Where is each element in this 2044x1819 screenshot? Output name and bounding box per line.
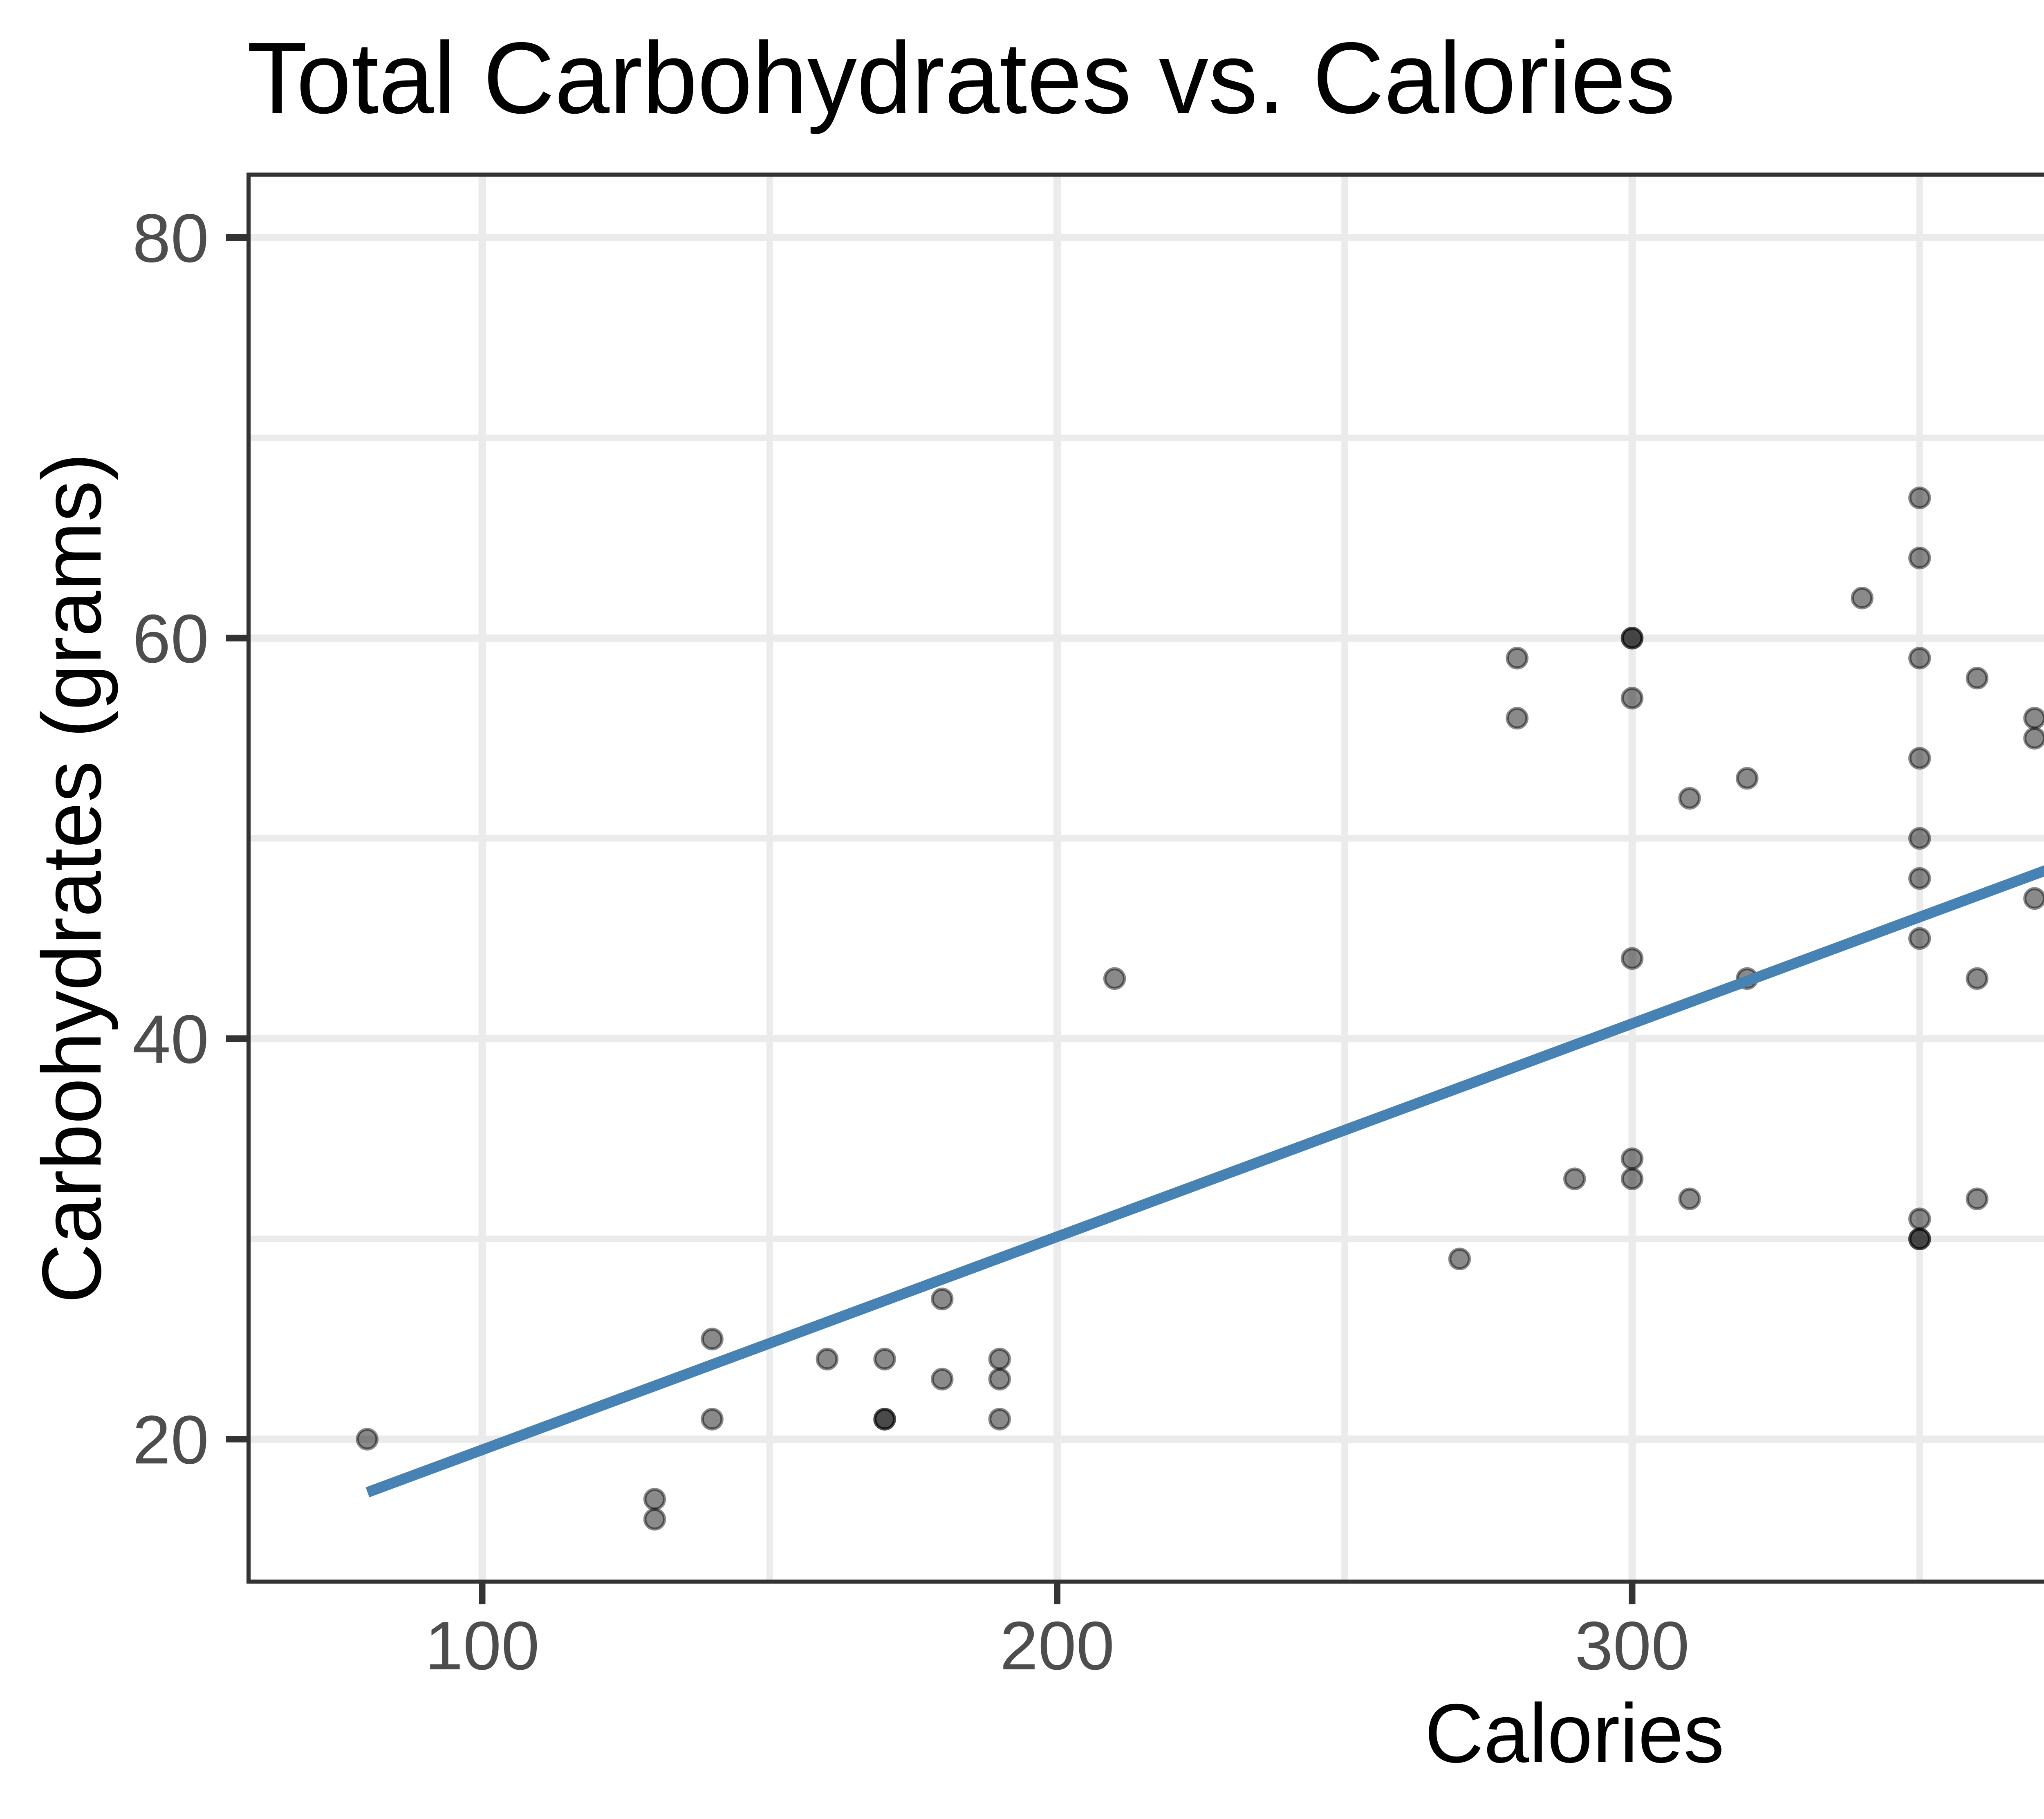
svg-text:100: 100 xyxy=(425,1607,539,1684)
svg-text:Total Carbohydrates vs. Calori: Total Carbohydrates vs. Calories xyxy=(247,21,1675,135)
svg-text:Calories: Calories xyxy=(1425,1687,1724,1780)
svg-text:300: 300 xyxy=(1575,1607,1689,1684)
svg-text:Carbohydrates (grams): Carbohydrates (grams) xyxy=(25,453,119,1303)
svg-text:60: 60 xyxy=(132,600,209,677)
svg-text:200: 200 xyxy=(1000,1607,1114,1684)
svg-text:80: 80 xyxy=(132,200,209,276)
svg-text:20: 20 xyxy=(132,1401,209,1478)
svg-text:40: 40 xyxy=(132,1001,209,1078)
